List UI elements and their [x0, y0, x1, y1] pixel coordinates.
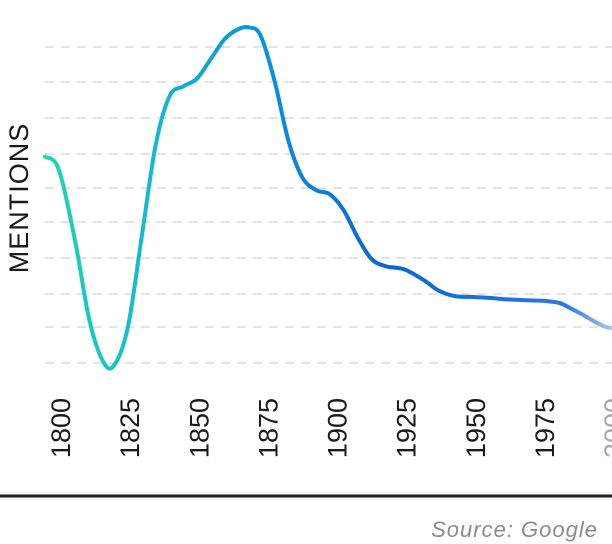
x-tick-label-1900: 1900 — [323, 398, 353, 458]
series-line-mentions — [43, 24, 612, 371]
x-axis-ticks: 1800 1825 1850 1875 1900 1925 1950 1975 2000 — [46, 398, 612, 458]
x-tick-label-1925: 1925 — [392, 398, 422, 458]
x-tick-label-1875: 1875 — [253, 398, 283, 458]
x-tick-label-1850: 1850 — [184, 398, 214, 458]
gridlines — [45, 46, 612, 364]
x-tick-label-1825: 1825 — [115, 398, 145, 458]
x-tick-label-1800: 1800 — [46, 398, 76, 458]
x-tick-label-1975: 1975 — [530, 398, 560, 458]
x-tick-label-2000: 2000 — [599, 398, 612, 458]
source-note: Source: Google — [431, 517, 598, 542]
x-tick-label-1950: 1950 — [461, 398, 491, 458]
y-axis-label: MENTIONS — [4, 123, 34, 274]
